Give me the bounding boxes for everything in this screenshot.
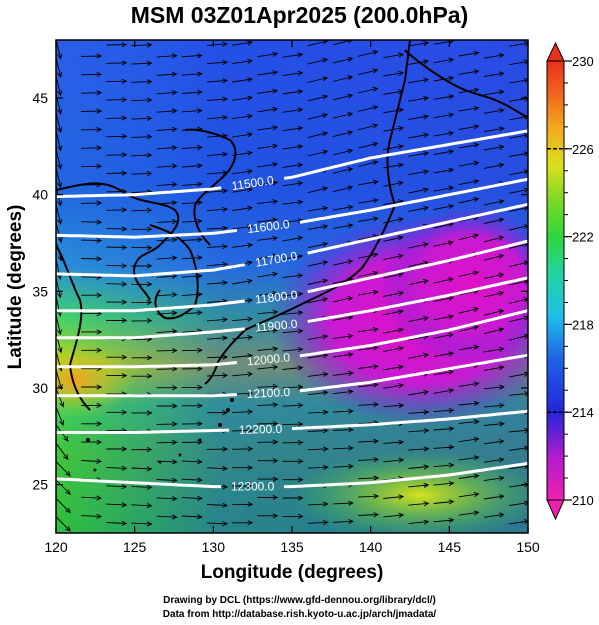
wind-vector-row [56,270,528,299]
height-contour-line [284,461,528,489]
colorbar-tick-label: 222 [572,230,594,245]
colorbar-tick-label: 210 [572,493,594,508]
height-contour-line [56,228,238,239]
height-contour-line [283,129,528,180]
wind-vector-row [56,50,528,78]
credit-data: Data from http://database.rish.kyoto-u.a… [162,609,437,620]
colorbar-gradient [546,60,565,501]
height-contour-label: 12000.0 [246,350,291,368]
height-contour-line [299,353,528,393]
height-contour-line [56,428,230,434]
wind-vector-row [56,86,528,115]
wind-vector-row [56,141,528,170]
height-contour-line [299,309,528,358]
height-contour-line [56,477,222,489]
colorbar-tick-label: 214 [572,405,594,420]
y-tick-label: 45 [32,90,48,106]
height-contour-line [307,239,528,294]
height-contour-line [56,186,222,199]
colorbar-tick-label: 226 [572,142,594,157]
height-contour-line [56,327,245,340]
height-contour-line [299,177,528,224]
colorbar-min-triangle [546,499,565,521]
y-axis-ticks: 25 30 35 40 45 [32,90,528,493]
x-tick-label: 145 [438,539,462,555]
wind-vector-row [56,455,528,477]
wind-vector-row [56,510,528,532]
height-contour-label: 11600.0 [246,217,290,236]
height-contour-line [291,409,528,431]
height-contour-line [56,299,245,313]
wind-vector-row [56,233,528,262]
wind-vector-row [56,105,528,133]
height-contour-line [307,276,528,323]
credit-drawing: Drawing by DCL (https://www.gfd-dennou.o… [163,595,436,606]
height-contour-line [56,263,246,278]
height-contour-label: 11500.0 [231,173,275,193]
x-tick-label: 140 [359,539,383,555]
height-contour-label: 11900.0 [254,317,298,335]
wind-vector-row [56,197,528,225]
map-title: MSM 03Z01Apr2025 (200.0hPa) [130,2,469,28]
wind-vector-row [56,400,528,427]
x-axis-label: Longitude (degrees) [201,562,384,583]
x-tick-label: 135 [280,539,304,555]
height-contour-line [56,393,237,398]
height-contour-line [307,202,528,255]
wind-vector-row [56,68,528,97]
x-tick-label: 120 [44,539,68,555]
height-contours: 11500.011600.011700.011800.011900.012000… [56,129,528,494]
wind-vector-row [56,491,528,514]
y-axis-label: Latitude (degrees) [5,205,26,370]
height-contour-label: 11800.0 [254,288,298,307]
x-tick-label: 130 [202,539,226,555]
height-contour-label: 12200.0 [239,422,283,437]
colorbar-tick-label: 218 [572,317,594,332]
y-tick-label: 30 [32,380,48,396]
x-tick-label: 150 [516,539,540,555]
y-tick-label: 40 [32,187,48,203]
colorbar-max-triangle [546,41,565,62]
y-tick-label: 25 [32,477,48,493]
height-contour-line [56,361,238,369]
wind-vector-row [56,344,528,372]
warm-shading [56,342,135,418]
wind-vector-row [56,123,528,152]
wind-vector-row [56,436,528,461]
y-tick-label: 35 [32,283,48,299]
height-contour-label: 12100.0 [246,385,290,401]
wind-vector-row [56,40,528,60]
colorbar-ticks: 210 214 218 222 226 230 [547,54,594,508]
x-tick-label: 125 [123,539,147,555]
colorbar-tick-label: 230 [572,54,594,69]
x-axis-ticks: 120 125 130 135 140 145 150 [44,40,540,555]
height-contour-label: 12300.0 [231,480,275,494]
